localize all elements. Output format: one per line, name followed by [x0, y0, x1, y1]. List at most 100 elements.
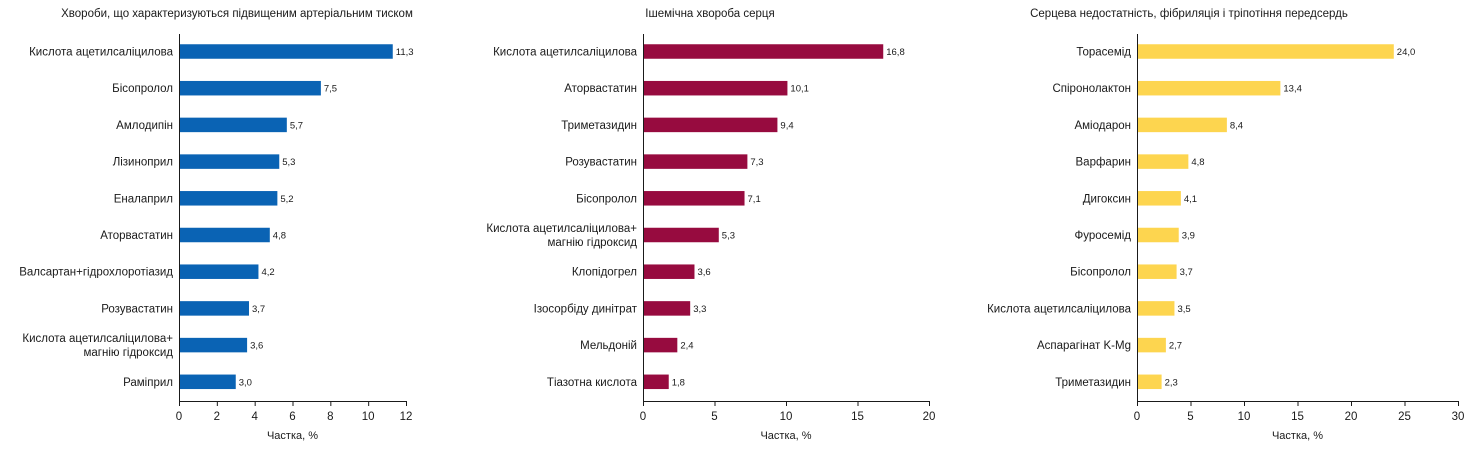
x-tick-label: 20 [923, 411, 936, 423]
category-label: Триметазидин [1055, 377, 1131, 389]
category-label: Амлодипін [116, 120, 173, 132]
x-axis-label: Частка, % [760, 430, 811, 442]
category-label: Клопідогрел [572, 267, 637, 279]
bar [1138, 154, 1189, 169]
x-tick-label: 15 [1291, 411, 1304, 423]
x-tick-label: 0 [176, 411, 182, 423]
bar [1138, 301, 1175, 316]
data-label: 4,1 [1184, 194, 1197, 205]
chart-hypertension: Хвороби, що характеризуються підвищеним … [0, 0, 470, 449]
bar [180, 154, 280, 169]
data-label: 8,4 [1230, 120, 1243, 131]
data-label: 2,4 [680, 341, 693, 352]
category-label: Розувастатин [101, 303, 173, 315]
data-label: 4,8 [273, 231, 286, 242]
category-label: Фуросемід [1075, 230, 1132, 242]
category-label: Лізиноприл [113, 157, 173, 169]
data-label: 16,8 [886, 47, 905, 58]
data-label: 5,7 [290, 120, 303, 131]
data-label: 4,2 [261, 267, 274, 278]
x-tick-label: 2 [214, 411, 220, 423]
bar [180, 337, 248, 353]
category-label: Дигоксин [1083, 193, 1131, 205]
chart-svg: Ішемічна хвороба серця Кислота ацетилсалі… [486, 8, 936, 442]
x-tick-label: 4 [251, 411, 258, 423]
data-label: 5,3 [722, 231, 735, 242]
bar [644, 44, 884, 59]
category-label: Бісопролол [576, 193, 637, 205]
category-label: Кислота ацетилсаліцилова+ [22, 333, 173, 345]
bar [1138, 264, 1177, 279]
data-label: 2,3 [1165, 377, 1178, 388]
chart-title: Ішемічна хвороба серця [645, 8, 774, 20]
bar [1138, 227, 1179, 243]
category-label: Ізосорбіду динітрат [534, 303, 638, 315]
chart-title: Серцева недостатність, фібриляція і тріп… [1030, 8, 1348, 20]
bar [1138, 44, 1394, 59]
bar [1138, 191, 1181, 206]
category-label: Мельдоній [580, 340, 637, 352]
x-tick-label: 0 [640, 411, 646, 423]
x-tick-label: 20 [1345, 411, 1358, 423]
bar [644, 264, 695, 279]
x-tick-label: 0 [1134, 411, 1140, 423]
data-label: 3,6 [250, 341, 263, 352]
category-label: Аміодарон [1074, 120, 1131, 132]
data-label: 7,5 [324, 84, 337, 95]
chart-svg: Хвороби, що характеризуються підвищеним … [19, 8, 413, 442]
bar [180, 44, 393, 59]
category-label: Бісопролол [112, 83, 173, 95]
data-label: 1,8 [672, 377, 685, 388]
category-label: Кислота ацетилсаліцилова [493, 47, 637, 59]
data-label: 3,3 [693, 304, 706, 315]
x-tick-label: 30 [1452, 411, 1465, 423]
category-label: Аторвастатин [100, 230, 173, 242]
bar [644, 154, 748, 169]
category-label: Аторвастатин [564, 83, 637, 95]
category-label: Бісопролол [1070, 267, 1131, 279]
bar [180, 117, 287, 133]
x-axis-label: Частка, % [1272, 430, 1323, 442]
x-axis-label: Частка, % [267, 430, 318, 442]
bar [1138, 80, 1281, 96]
bar [1138, 337, 1166, 353]
bar [644, 80, 788, 96]
data-label: 3,5 [1177, 304, 1190, 315]
bar [180, 301, 249, 316]
category-label: Раміприл [123, 377, 173, 389]
chart-heart-failure: Серцева недостатність, фібриляція і тріп… [950, 0, 1480, 449]
bar [644, 337, 678, 353]
x-tick-label: 15 [851, 411, 864, 423]
data-label: 3,7 [1180, 267, 1193, 278]
category-label: Кислота ацетилсаліцилова [987, 303, 1131, 315]
data-label: 9,4 [780, 120, 793, 131]
category-label: Торасемід [1076, 47, 1131, 59]
category-label: Триметазидин [561, 120, 637, 132]
category-label: Аспарагінат K-Mg [1037, 340, 1131, 352]
category-label: Валсартан+гідрохлоротіазид [19, 267, 173, 279]
bar [1138, 374, 1162, 390]
data-label: 7,1 [748, 194, 761, 205]
data-label: 3,7 [252, 304, 265, 315]
data-label: 13,4 [1283, 84, 1302, 95]
data-label: 10,1 [790, 84, 809, 95]
category-label: Варфарин [1076, 157, 1132, 169]
x-tick-label: 8 [327, 411, 333, 423]
x-tick-label: 5 [1187, 411, 1193, 423]
category-label: Спіронолактон [1052, 83, 1131, 95]
bar [180, 227, 270, 243]
x-tick-label: 5 [711, 411, 717, 423]
category-label: магнію гідроксид [83, 347, 173, 359]
category-label: Розувастатин [565, 157, 637, 169]
bar [644, 374, 669, 390]
data-label: 3,9 [1182, 231, 1195, 242]
data-label: 5,3 [282, 157, 295, 168]
category-label: Кислота ацетилсаліцилова+ [486, 223, 637, 235]
bar [180, 264, 259, 279]
chart-ischemic-heart-disease: Ішемічна хвороба серця Кислота ацетилсалі… [470, 0, 950, 449]
data-label: 4,8 [1191, 157, 1204, 168]
bar [180, 374, 236, 390]
bar [644, 227, 719, 243]
x-tick-label: 10 [1238, 411, 1251, 423]
data-label: 24,0 [1397, 47, 1416, 58]
